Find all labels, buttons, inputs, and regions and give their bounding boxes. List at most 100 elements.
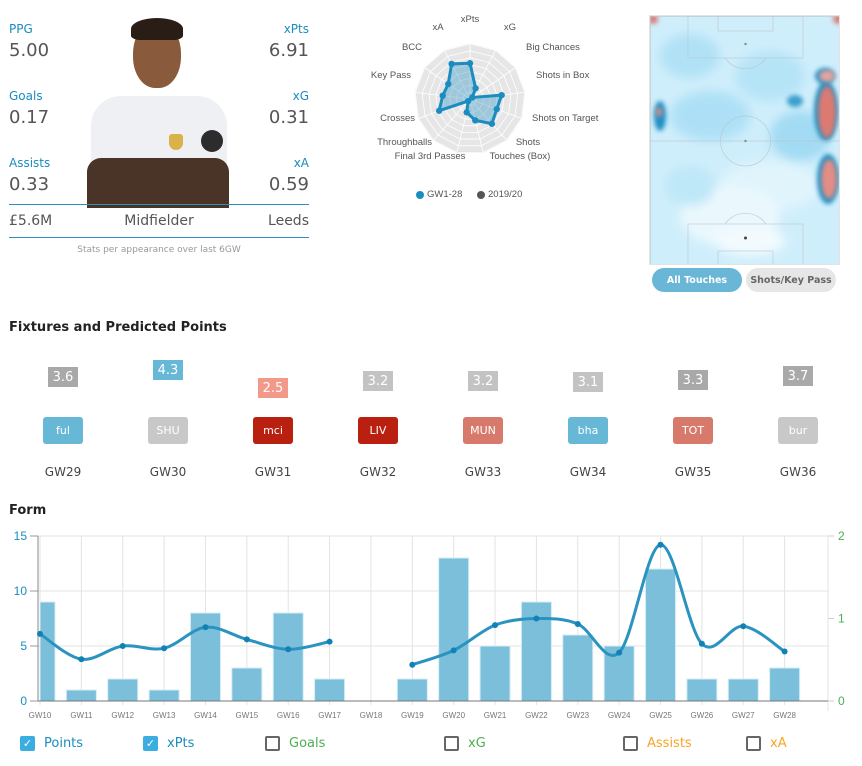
stat-xpts: xPts 6.91	[269, 22, 309, 61]
opponent-badge[interactable]: mci	[253, 417, 293, 444]
opponent-badge[interactable]: MUN	[463, 417, 503, 444]
points-bar[interactable]	[39, 601, 56, 702]
toggle-xpts[interactable]: ✓ xPts	[143, 736, 194, 751]
svg-text:GW10: GW10	[29, 711, 52, 720]
touch-heatmap	[649, 15, 840, 265]
predicted-points: 4.3	[153, 360, 183, 380]
xpts-point[interactable]	[78, 656, 85, 663]
radar-svg: xPts xG Big Chances Shots in Box Shots on Ta…	[371, 14, 599, 162]
xpts-point[interactable]	[657, 541, 664, 548]
points-bar[interactable]	[562, 634, 594, 702]
xpts-point[interactable]	[161, 645, 168, 652]
all-touches-button[interactable]: All Touches	[652, 268, 742, 292]
points-bar[interactable]	[686, 678, 718, 702]
player-card: PPG 5.00 Goals 0.17 Assists 0.33 xPts 6.…	[9, 14, 309, 259]
gameweek-label: GW35	[674, 465, 712, 479]
opponent-badge[interactable]: TOT	[673, 417, 713, 444]
toggle-label: Assists	[647, 736, 692, 751]
stat-xa: xA 0.59	[269, 156, 309, 195]
xpts-point[interactable]	[492, 622, 499, 629]
checkbox-checked-icon[interactable]: ✓	[143, 736, 158, 751]
points-bar[interactable]	[769, 667, 801, 702]
gameweek-label: GW31	[254, 465, 292, 479]
toggle-assists[interactable]: Assists	[623, 736, 692, 751]
predicted-points: 3.7	[783, 366, 813, 386]
radar-legend: GW1-28 2019/20	[416, 189, 534, 202]
points-bar[interactable]	[396, 678, 428, 702]
radar-axis-label: Crosses	[380, 113, 415, 124]
points-bar[interactable]	[727, 678, 759, 702]
points-bar[interactable]	[65, 689, 97, 702]
opponent-badge[interactable]: LIV	[358, 417, 398, 444]
radar-chart: xPts xG Big Chances Shots in Box Shots on Ta…	[360, 10, 610, 210]
svg-text:0: 0	[838, 694, 845, 708]
toggle-label: xA	[770, 736, 787, 751]
svg-text:1: 1	[838, 612, 845, 626]
points-bar[interactable]	[438, 557, 470, 702]
radar-axis-label: xG	[504, 22, 516, 33]
xpts-point[interactable]	[450, 647, 457, 654]
svg-text:GW18: GW18	[360, 711, 383, 720]
xpts-point[interactable]	[533, 615, 540, 622]
opponent-badge[interactable]: bur	[778, 417, 818, 444]
xpts-point[interactable]	[119, 643, 126, 649]
player-team: Leeds	[268, 213, 309, 229]
gameweek-label: GW30	[149, 465, 187, 479]
legend-item-2019-20[interactable]: 2019/20	[477, 189, 522, 200]
svg-text:GW27: GW27	[732, 711, 755, 720]
stat-value: 0.31	[268, 107, 309, 128]
xpts-point[interactable]	[285, 646, 292, 653]
checkbox-checked-icon[interactable]: ✓	[20, 736, 35, 751]
form-title: Form	[9, 503, 47, 518]
xpts-point[interactable]	[409, 661, 416, 668]
svg-text:GW23: GW23	[566, 711, 589, 720]
opponent-badge[interactable]: SHU	[148, 417, 188, 444]
toggle-label: Goals	[289, 736, 326, 751]
checkbox-unchecked-icon[interactable]	[746, 736, 761, 751]
points-bar[interactable]	[148, 689, 180, 702]
svg-text:GW22: GW22	[525, 711, 548, 720]
xpts-point[interactable]	[616, 649, 623, 656]
legend-item-gw1-28[interactable]: GW1-28	[416, 189, 462, 200]
checkbox-unchecked-icon[interactable]	[623, 736, 638, 751]
opponent-badge[interactable]: ful	[43, 417, 83, 444]
svg-text:GW25: GW25	[649, 711, 672, 720]
player-photo	[87, 18, 229, 208]
points-bar[interactable]	[479, 645, 511, 702]
xpts-point[interactable]	[781, 648, 788, 655]
stat-value: 6.91	[268, 40, 309, 61]
radar-axis-label: Throughballs	[377, 137, 432, 148]
toggle-xg[interactable]: xG	[444, 736, 486, 751]
divider	[9, 237, 309, 238]
radar-axis-label: BCC	[402, 42, 422, 53]
stat-xg: xG 0.31	[269, 89, 309, 128]
xpts-point[interactable]	[698, 640, 705, 647]
xpts-point[interactable]	[202, 624, 209, 631]
svg-text:15: 15	[14, 529, 28, 543]
toggle-xa[interactable]: xA	[746, 736, 787, 751]
points-bar[interactable]	[107, 678, 139, 702]
heatmap-toggle: All Touches Shots/Key Pass	[652, 268, 842, 292]
xpts-point[interactable]	[740, 623, 747, 630]
points-bar[interactable]	[645, 568, 677, 702]
player-position: Midfielder	[124, 213, 194, 229]
gameweek-label: GW34	[569, 465, 607, 479]
opponent-badge[interactable]: bha	[568, 417, 608, 444]
xpts-point[interactable]	[574, 621, 581, 627]
toggle-points[interactable]: ✓ Points	[20, 736, 83, 751]
points-bar[interactable]	[231, 667, 263, 702]
toggle-goals[interactable]: Goals	[265, 736, 325, 751]
divider	[9, 204, 309, 205]
xpts-point[interactable]	[326, 638, 333, 645]
shots-key-pass-button[interactable]: Shots/Key Pass	[746, 268, 836, 292]
checkbox-unchecked-icon[interactable]	[444, 736, 459, 751]
points-bar[interactable]	[314, 678, 346, 702]
checkbox-unchecked-icon[interactable]	[265, 736, 280, 751]
toggle-label: xG	[468, 736, 486, 751]
predicted-points: 3.6	[48, 367, 78, 387]
points-bar[interactable]	[272, 612, 304, 702]
xpts-point[interactable]	[37, 630, 43, 637]
svg-text:2: 2	[838, 529, 845, 543]
xpts-point[interactable]	[243, 636, 250, 643]
stat-label: PPG	[9, 22, 33, 36]
